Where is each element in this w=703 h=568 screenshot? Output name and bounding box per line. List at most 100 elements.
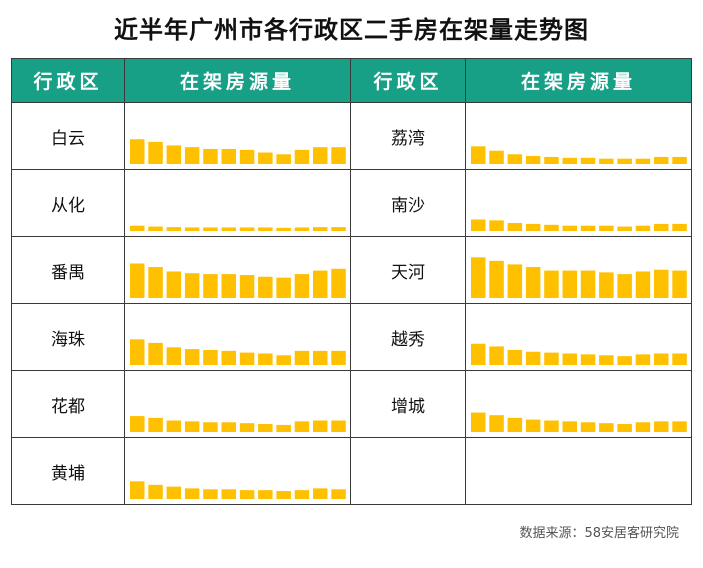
sparkline-chart <box>471 412 687 432</box>
sparkline-cell <box>124 437 351 505</box>
bar <box>294 149 310 164</box>
bar <box>617 226 632 231</box>
sparkline-cell <box>465 169 692 237</box>
district-name: 黄埔 <box>11 437 125 505</box>
bar <box>239 490 255 499</box>
district-name: 白云 <box>11 102 125 170</box>
bar <box>507 417 523 432</box>
bar <box>148 226 163 231</box>
bar <box>184 227 200 231</box>
bar <box>635 271 651 298</box>
bar <box>331 268 346 298</box>
bar <box>525 419 541 432</box>
bar <box>203 148 218 164</box>
table-row: 番禺 天河 <box>11 236 692 304</box>
bar <box>203 489 218 499</box>
bar <box>331 420 346 432</box>
bar <box>294 350 310 365</box>
bar <box>617 424 632 432</box>
bar <box>221 148 236 164</box>
bar <box>507 223 523 231</box>
district-name: 天河 <box>350 236 466 304</box>
bar <box>489 415 504 432</box>
bar <box>221 489 236 499</box>
bar <box>635 354 651 365</box>
district-name: 越秀 <box>350 303 466 371</box>
bar <box>544 156 559 164</box>
district-name: 番禺 <box>11 236 125 304</box>
sparkline-chart <box>130 263 346 298</box>
bar <box>489 150 504 164</box>
bar <box>617 274 632 298</box>
bar <box>562 270 577 298</box>
empty-cell <box>350 437 466 505</box>
bar <box>544 224 559 231</box>
bar <box>489 260 504 298</box>
bar <box>313 270 328 298</box>
bar <box>331 489 346 499</box>
sparkline-chart <box>471 343 687 365</box>
bar <box>221 274 236 298</box>
header-district-left: 行政区 <box>11 58 125 103</box>
bar <box>258 276 273 298</box>
sparkline-cell <box>124 370 351 438</box>
district-name: 从化 <box>11 169 125 237</box>
bar <box>294 227 310 231</box>
bar <box>166 486 182 499</box>
table-row: 从化 南沙 <box>11 169 692 237</box>
bar <box>166 271 182 298</box>
bar <box>239 149 255 164</box>
bar <box>130 416 145 432</box>
bar <box>525 223 541 231</box>
bar <box>239 423 255 432</box>
bar <box>276 491 291 499</box>
bar <box>166 227 182 231</box>
sparkline-chart <box>130 225 346 231</box>
page-title: 近半年广州市各行政区二手房在架量走势图 <box>114 16 589 44</box>
bar <box>148 267 163 298</box>
bar <box>258 490 273 499</box>
table-row: 海珠 越秀 <box>11 303 692 371</box>
bar <box>166 145 182 164</box>
district-name: 海珠 <box>11 303 125 371</box>
bar <box>525 156 541 164</box>
bar <box>276 277 291 298</box>
bar <box>130 481 145 499</box>
sparkline-chart <box>471 257 687 298</box>
bar <box>599 158 614 164</box>
bar <box>562 157 577 164</box>
bar <box>203 227 218 231</box>
bar <box>562 225 577 231</box>
bar <box>654 421 669 432</box>
bar <box>507 154 523 164</box>
sparkline-cell <box>465 236 692 304</box>
bar <box>313 488 328 499</box>
bar <box>580 157 596 164</box>
bar <box>331 350 346 365</box>
bar <box>313 420 328 432</box>
bar <box>489 220 504 231</box>
bar <box>313 227 328 231</box>
bar <box>184 488 200 499</box>
district-name: 南沙 <box>350 169 466 237</box>
bar <box>258 227 273 231</box>
bar <box>130 263 145 298</box>
sparkline-cell <box>465 303 692 371</box>
bar <box>562 421 577 432</box>
bar <box>562 353 577 365</box>
bar <box>130 339 145 365</box>
bar <box>635 225 651 231</box>
header-listings-left: 在架房源量 <box>124 58 351 103</box>
empty-cell <box>465 437 692 505</box>
table-row: 黄埔 <box>11 437 692 505</box>
district-name: 增城 <box>350 370 466 438</box>
bar <box>617 356 632 365</box>
bar <box>471 146 486 164</box>
bar <box>580 354 596 365</box>
bar <box>184 147 200 164</box>
bar <box>672 223 687 231</box>
bar <box>203 349 218 365</box>
header-listings-right: 在架房源量 <box>465 58 692 103</box>
bar <box>654 353 669 365</box>
bar <box>148 342 163 365</box>
